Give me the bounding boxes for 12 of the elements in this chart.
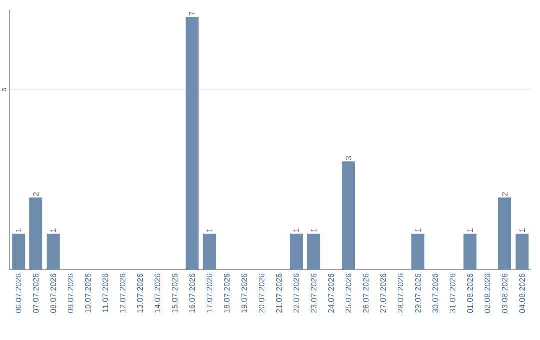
bar: [307, 234, 320, 270]
bar: [46, 234, 60, 270]
bar: [498, 198, 512, 270]
bar: [186, 17, 199, 270]
bar: [516, 234, 529, 270]
bar: [12, 234, 26, 270]
bar: [30, 198, 43, 270]
bar: [464, 234, 477, 270]
bar: [290, 234, 304, 270]
bar: [412, 234, 425, 270]
bar: [203, 234, 216, 270]
bar: [342, 162, 356, 270]
